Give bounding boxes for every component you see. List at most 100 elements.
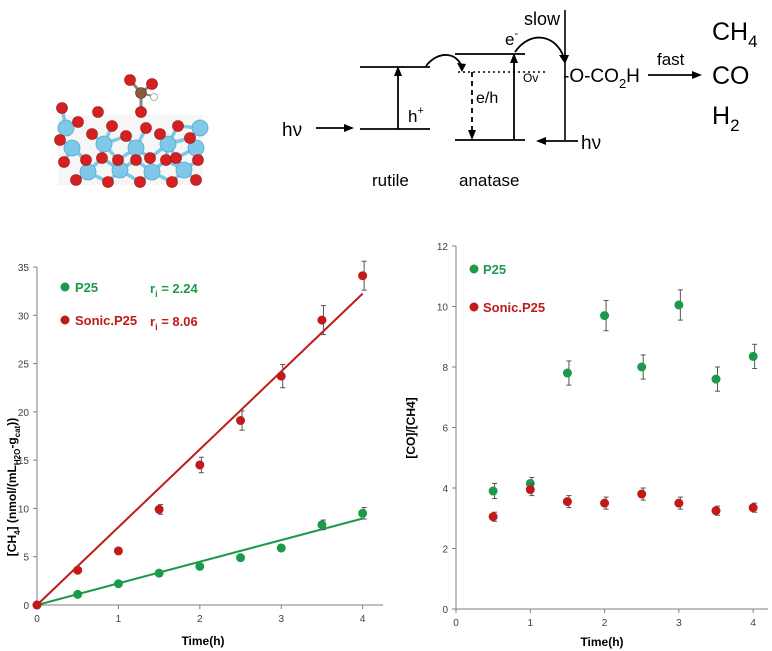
titanium-atom bbox=[191, 119, 209, 137]
oxygen-atom bbox=[120, 130, 132, 142]
oxygen-atom bbox=[70, 174, 82, 186]
oxygen-atom bbox=[96, 152, 108, 164]
data-point-p25 bbox=[154, 568, 164, 578]
ratio-legend-label-p25: P25 bbox=[483, 262, 506, 277]
oxygen-atom bbox=[160, 154, 172, 166]
ratio-data-marks bbox=[488, 289, 758, 522]
oxygen-atom bbox=[102, 176, 114, 188]
oxygen-atom bbox=[170, 152, 182, 164]
rate-label-p25: ri = 2.24 bbox=[150, 281, 198, 299]
titanium-atom bbox=[79, 163, 97, 181]
data-point-sonic-p25 bbox=[711, 506, 721, 516]
titanium-atom bbox=[63, 139, 81, 157]
rate-label-sonic-p25: ri = 8.06 bbox=[150, 314, 198, 332]
data-point-sonic-p25 bbox=[276, 371, 286, 381]
x-tick-label: 0 bbox=[34, 614, 40, 625]
oxygen-atom bbox=[54, 134, 66, 146]
oxygen-atom bbox=[80, 154, 92, 166]
y-tick-label: 2 bbox=[442, 545, 448, 556]
hydrogen-atom bbox=[150, 93, 158, 101]
data-point-sonic-p25 bbox=[195, 460, 205, 470]
band-diagram bbox=[316, 10, 702, 145]
ratio-legend-label-sonic-p25: Sonic.P25 bbox=[483, 300, 545, 315]
data-point-sonic-p25 bbox=[73, 565, 83, 575]
recombination-arrowhead bbox=[468, 130, 476, 140]
oxygen-atom bbox=[140, 122, 152, 134]
oxygen-atom bbox=[144, 152, 156, 164]
electron-transfer-arrowhead bbox=[457, 63, 466, 72]
data-point-sonic-p25 bbox=[674, 498, 684, 508]
data-point-sonic-p25 bbox=[748, 503, 758, 513]
anatase-excitation-arrowhead bbox=[510, 53, 518, 63]
x-tick-label: 0 bbox=[453, 618, 459, 629]
rutile-label: rutile bbox=[372, 171, 409, 190]
y-tick-label: 0 bbox=[442, 605, 448, 616]
x-tick-label: 4 bbox=[750, 618, 756, 629]
oxygen-atom bbox=[184, 132, 196, 144]
data-point-p25 bbox=[748, 351, 758, 361]
data-point-p25 bbox=[276, 543, 286, 553]
ratio-legend: P25 Sonic.P25 bbox=[469, 262, 545, 315]
oxygen-atom bbox=[58, 156, 70, 168]
fit-line-sonic-p25 bbox=[36, 292, 364, 606]
data-point-p25 bbox=[562, 368, 572, 378]
titanium-atom bbox=[57, 119, 75, 137]
oxygen-atom bbox=[172, 120, 184, 132]
oxygen-atom bbox=[130, 154, 142, 166]
ratio-x-axis-label: Time(h) bbox=[580, 635, 623, 649]
carboxyl-intermediate-label: -O-CO2H bbox=[563, 66, 640, 91]
x-tick-label: 1 bbox=[528, 618, 534, 629]
titanium-atom bbox=[143, 163, 161, 181]
data-point-p25 bbox=[236, 553, 246, 563]
legend-marker-sonic-p25 bbox=[60, 315, 70, 325]
data-point-sonic-p25 bbox=[488, 512, 498, 522]
oxygen-atom bbox=[192, 154, 204, 166]
ratio-axes bbox=[452, 245, 768, 613]
x-tick-label: 3 bbox=[278, 614, 284, 625]
oxygen-atom bbox=[112, 154, 124, 166]
data-point-sonic-p25 bbox=[32, 600, 42, 610]
oxygen-atom bbox=[106, 120, 118, 132]
y-tick-label: 6 bbox=[442, 424, 448, 435]
data-point-sonic-p25 bbox=[562, 497, 572, 507]
tio2-surface-model bbox=[54, 74, 209, 188]
product-co: CO bbox=[712, 62, 750, 90]
electron-label: e- bbox=[505, 28, 518, 49]
titanium-atom bbox=[175, 161, 193, 179]
hv-left-arrowhead bbox=[344, 124, 354, 132]
data-point-p25 bbox=[711, 374, 721, 384]
ch4-yield-chart: 0 5 10 15 20 25 30 35 0 1 2 3 4 P25 Sonic.P25 ri = 2… bbox=[5, 260, 383, 648]
data-point-sonic-p25 bbox=[236, 416, 246, 426]
ratio-legend-marker-p25 bbox=[469, 264, 479, 274]
oxygen-atom bbox=[154, 128, 166, 140]
carbon-atom bbox=[135, 87, 147, 99]
anatase-label: anatase bbox=[459, 171, 520, 190]
x-tick-label: 2 bbox=[602, 618, 608, 629]
oxygen-atom bbox=[134, 176, 146, 188]
data-point-sonic-p25 bbox=[525, 485, 535, 495]
rutile-excitation-arrowhead bbox=[394, 66, 402, 76]
oxygen-atom bbox=[190, 174, 202, 186]
fast-arrowhead bbox=[692, 71, 702, 79]
oxygen-atom bbox=[166, 176, 178, 188]
hv-left-label: hν bbox=[282, 120, 302, 141]
y-tick-label: 10 bbox=[437, 303, 449, 314]
ch4-y-axis-label: [CH4] (nmol/(mLH2O-gcat)) bbox=[5, 418, 22, 556]
eh-recombination-label: e/h bbox=[476, 90, 498, 107]
oxygen-atom bbox=[146, 78, 158, 90]
data-point-p25 bbox=[113, 579, 123, 589]
data-point-p25 bbox=[358, 508, 368, 518]
y-tick-label: 10 bbox=[18, 504, 30, 515]
titanium-atom bbox=[127, 139, 145, 157]
hv-right-label: hν bbox=[581, 133, 601, 154]
data-point-sonic-p25 bbox=[317, 315, 327, 325]
electron-transfer-arc bbox=[425, 54, 463, 69]
data-point-p25 bbox=[674, 300, 684, 310]
electron-to-co2-arc bbox=[514, 36, 565, 59]
legend-marker-p25 bbox=[60, 282, 70, 292]
ch4-tick-labels: 0 5 10 15 20 25 30 35 0 1 2 3 4 bbox=[18, 263, 366, 625]
mechanism-scheme: hν hν h+ e/h e- Ov slow -O-CO2H fast CH4… bbox=[54, 9, 758, 190]
y-tick-label: 8 bbox=[442, 363, 448, 374]
legend-label-p25: P25 bbox=[75, 280, 98, 295]
